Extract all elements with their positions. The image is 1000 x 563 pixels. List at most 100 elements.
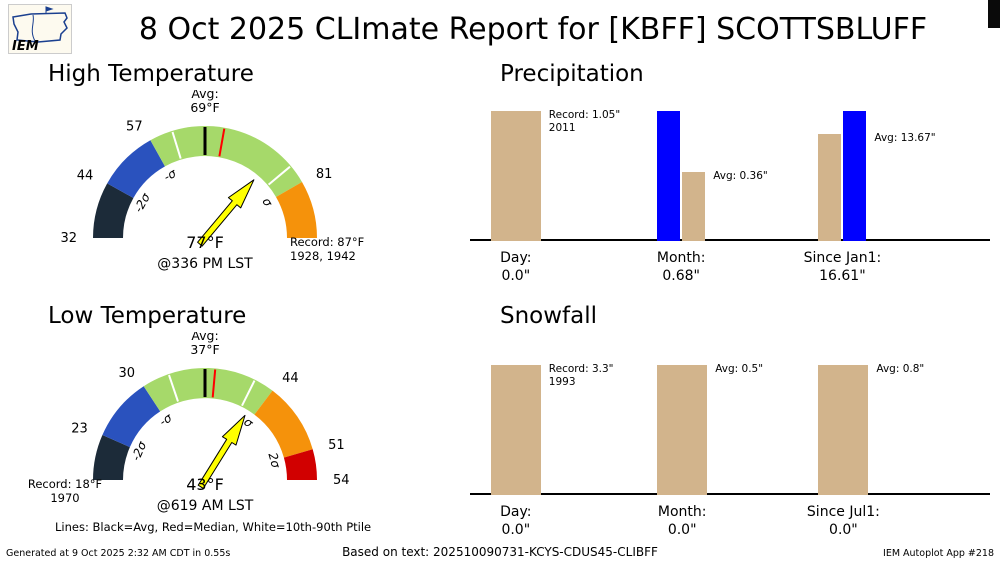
gauge-tick-label: 44 [77,168,94,183]
gauge-segment-below-minus2sigma [93,182,134,238]
gauge-line-ptile90 [267,165,291,185]
gauge-segment-within-1sigma [150,125,302,197]
gauge-segment-plus2sigma-to-record [283,448,317,480]
gauge-record-label: Record: 18°F [28,477,102,491]
panel-title-snowfall: Snowfall [500,303,598,329]
bar-average [818,133,842,241]
panel-title-high-temperature: High Temperature [48,61,254,87]
panel-title-low-temperature: Low Temperature [48,303,247,329]
snowfall-chart: Record: 3.3" 1993 Day: 0.0" Avg: 0.5" Month: 0… [470,363,990,557]
gauge-needle [197,178,255,247]
bar-annotation-line: Avg: 0.5" [715,362,764,375]
gauge-line-median [218,128,226,157]
gauge-tick-label: 44 [282,370,299,385]
bar-category-label: Month: 0.68" [657,249,706,287]
bar-category-line: Since Jul1: [806,503,880,520]
bar-category-label: Month: 0.0" [658,503,707,541]
bar-category-label: Day: 0.0" [500,503,531,541]
gauge-segment-minus2sigma-to-minus1sigma [107,139,165,198]
gauge-avg-label: Avg: [191,332,218,343]
iowa-outline-icon [12,12,68,43]
bar-annotation-line: Avg: 13.67" [874,131,936,144]
gauge-segment-below-minus2sigma [92,434,130,480]
bar-annotation-line: Avg: 0.36" [713,169,768,182]
bar-category-line: Month: [657,503,707,520]
panel-low-temperature: Low Temperature 23 30 44 51 54 -2σ -σ σ 2σ Avg: 37… [0,297,460,559]
gauge-tick-label: 23 [71,421,88,436]
bar-category-line: 16.61" [819,268,866,285]
based-on-text: Based on text: 202510090731-KCYS-CDUS45-… [342,545,658,559]
bar-category-line: 0.0" [501,268,531,285]
gauge-record-label: Record: 87°F [290,235,364,249]
bar-group-month: Avg: 0.36" Month: 0.68" [657,110,768,284]
gauge-line-ptile90 [241,379,256,406]
sigma-label: -σ [157,410,175,428]
bar-annotation-line: 1993 [548,376,576,389]
bar-category-line: Day: [500,503,532,520]
bar-annotation: Avg: 0.5" [715,363,763,377]
corner-artifact [988,0,1000,28]
gauge-value: 43°F [186,475,224,494]
logo-text: IEM [12,39,39,54]
bar-annotation-line: Record: 1.05" [548,108,621,121]
gauge-record-label: 1970 [50,491,79,505]
gauge-segment-plus1sigma-to-record [276,181,317,238]
bar-category-line: 0.0" [501,522,531,539]
gauge-segment-plus1sigma-to-plus2sigma [254,390,313,458]
bar-category-line: 0.0" [667,522,697,539]
bar-group-since-jan1: Avg: 13.67" Since Jan1: 16.61" [804,110,936,284]
gauge-time: @619 AM LST [157,498,254,514]
gauge-value: 77°F [186,233,224,252]
sigma-label: σ [259,195,275,209]
bar-category-label: Day: 0.0" [500,249,531,287]
bar-category-label: Since Jul1: 0.0" [807,503,880,541]
bar-category-line: Since Jan1: [803,249,882,266]
bar-annotation-line: Record: 3.3" [548,362,614,375]
gauge-avg-label: 69°F [190,100,219,115]
gauge-tick-label: 51 [328,438,345,453]
gauge-record-label: 1928, 1942 [290,249,356,263]
bar-annotation: Record: 1.05" 2011 [549,109,620,136]
header: IEM 8 Oct 2025 CLImate Report for [KBFF]… [0,0,1000,56]
bar-group-month: Avg: 0.5" Month: 0.0" [657,363,763,538]
bar-group-since-jul1: Avg: 0.8" Since Jul1: 0.0" [807,363,924,539]
gauge-tick-label: 32 [60,231,77,246]
bar-record [490,110,541,241]
bar-plot-area [470,111,990,241]
bar-category-label: Since Jan1: 16.61" [804,249,882,287]
bar-annotation: Avg: 0.36" [713,170,768,184]
gauge-segment-minus2sigma-to-minus1sigma [102,385,161,447]
gauge-lines-legend: Lines: Black=Avg, Red=Median, White=10th… [55,519,372,534]
bar-record [490,364,541,495]
bar-category-line: 0.0" [829,522,858,539]
bar-average [682,171,706,241]
gauge-tick-label: 57 [126,119,143,134]
gauge-needle [197,414,246,489]
bar-annotation: Avg: 0.8" [876,363,924,377]
precipitation-chart: Record: 1.05" 2011 Day: 0.0" Avg: 0.36" Month… [470,109,990,303]
iem-logo: IEM [8,4,72,58]
gauge-line-ptile10 [168,374,179,402]
bar-plot-area [470,365,990,495]
panel-precipitation: Precipitation Record: 1.05" 2011 Day: 0.0" A… [460,55,1000,297]
gauge-tick-label: 54 [333,473,350,488]
sigma-label: 2σ [265,451,283,470]
bar-annotation-line: 2011 [548,122,576,135]
gauge-line-ptile10 [171,131,182,159]
gauge-line-median [211,369,217,398]
bar-group-day: Record: 3.3" 1993 Day: 0.0" [490,363,613,538]
autoplot-app-text: IEM Autoplot App #218 [883,548,994,559]
bar-observed [657,110,681,241]
iem-logo-graphic: IEM [8,4,72,54]
panel-high-temperature: High Temperature 32 44 57 81 -2σ -σ σ Avg: 69°F 7… [0,55,460,297]
bar-annotation: Avg: 13.67" [874,132,935,146]
bar-average [657,364,708,495]
river-line-icon [31,14,36,42]
bar-annotation-line: Avg: 0.8" [876,362,925,375]
gauge-tick-label: 81 [316,167,333,182]
gauge-segment-within-1sigma [143,367,273,415]
sigma-label: -σ [161,165,179,183]
